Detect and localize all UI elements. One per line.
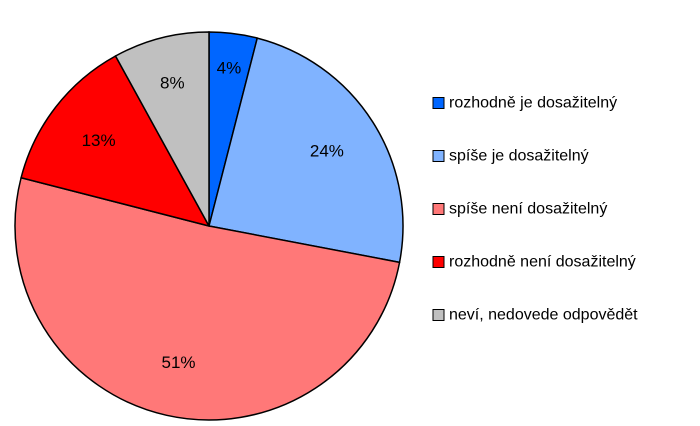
legend-label: rozhodně je dosažitelný (449, 95, 617, 112)
legend-swatch (432, 203, 445, 215)
legend-swatch (432, 150, 445, 162)
pie-slice (14, 176, 401, 421)
pie-slice (114, 31, 210, 227)
slice-value-label: 51% (161, 353, 195, 372)
legend-swatch (432, 97, 445, 109)
slice-value-label: 13% (82, 131, 116, 150)
pie-slice (208, 37, 404, 264)
slice-value-label: 4% (217, 59, 242, 78)
slice-value-label: 8% (160, 74, 185, 93)
legend-item: spíše není dosažitelný (432, 201, 607, 218)
legend-item: neví, nedovede odpovědět (432, 307, 638, 324)
pie-slice (20, 54, 211, 228)
slice-value-label: 24% (310, 142, 344, 161)
legend-label: rozhodně není dosažitelný (449, 254, 636, 271)
legend-label: neví, nedovede odpovědět (449, 307, 638, 324)
pie-value-labels: 4% 24% 51% 13% 8% (82, 59, 344, 372)
legend-swatch (432, 256, 445, 268)
legend-label: spíše není dosažitelný (449, 201, 607, 218)
legend-item: rozhodně je dosažitelný (432, 95, 617, 112)
legend-swatch (432, 309, 445, 321)
legend-item: spíše je dosažitelný (432, 148, 589, 165)
pie-slices (14, 31, 404, 421)
legend-label: spíše je dosažitelný (449, 148, 589, 165)
legend: rozhodně je dosažitelný spíše je dosažite… (432, 95, 638, 324)
legend-item: rozhodně není dosažitelný (432, 254, 636, 271)
